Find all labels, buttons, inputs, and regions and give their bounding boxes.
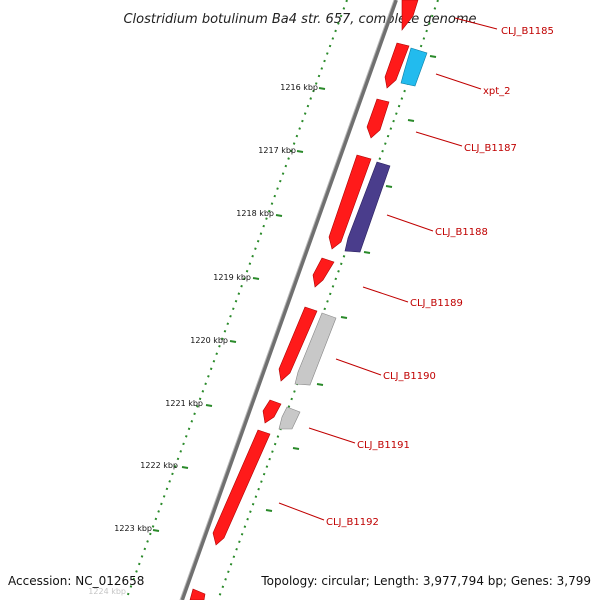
inner-tick bbox=[429, 55, 437, 58]
gene-feature-xpt-2[interactable] bbox=[400, 47, 428, 87]
kbp-label: 1218 kbp bbox=[236, 209, 274, 218]
gene-feature-clj-b1190-b[interactable] bbox=[294, 312, 337, 386]
forward-strand-genes bbox=[189, 0, 419, 600]
gene-feature-clj-b1191-b[interactable] bbox=[278, 406, 301, 430]
leader-line bbox=[335, 358, 382, 376]
kbp-tick bbox=[296, 150, 304, 153]
leader-line bbox=[362, 286, 409, 303]
kbp-tick bbox=[252, 277, 260, 280]
leader-line bbox=[386, 214, 434, 232]
map-title: Clostridium botulinum Ba4 str. 657, comp… bbox=[123, 12, 476, 27]
gene-label-clj-b1191[interactable]: CLJ_B1191 bbox=[357, 440, 410, 451]
kbp-ticks bbox=[152, 87, 326, 532]
inner-scale-ring bbox=[217, 0, 439, 600]
inner-tick bbox=[340, 316, 348, 319]
leader-line bbox=[308, 427, 356, 444]
kbp-tick bbox=[229, 340, 237, 343]
gene-feature-bottom[interactable] bbox=[189, 588, 206, 600]
reverse-strand-genes bbox=[278, 47, 428, 430]
inner-tick bbox=[265, 509, 273, 512]
kbp-label: 1221 kbp bbox=[165, 399, 203, 408]
leader-line bbox=[415, 131, 463, 147]
kbp-label: 1223 kbp bbox=[114, 524, 152, 533]
inner-tick bbox=[385, 185, 393, 188]
inner-ring-ticks bbox=[265, 55, 437, 512]
genome-backbone-highlight bbox=[179, 0, 395, 600]
kbp-label: 1222 kbp bbox=[140, 461, 178, 470]
kbp-labels: 1216 kbp 1217 kbp 1218 kbp 1219 kbp 1220… bbox=[88, 83, 318, 596]
accession-text: Accession: NC_012658 bbox=[8, 574, 145, 588]
inner-tick bbox=[363, 251, 371, 254]
leader-line bbox=[454, 17, 498, 30]
gene-feature-clj-b1191-a[interactable] bbox=[262, 399, 282, 424]
leader-line bbox=[435, 73, 482, 90]
topology-text: Topology: circular; Length: 3,977,794 bp… bbox=[261, 574, 591, 588]
leader-line bbox=[278, 502, 325, 521]
gene-feature-clj-b1187[interactable] bbox=[366, 98, 390, 139]
kbp-tick bbox=[152, 529, 160, 532]
gene-label-clj-b1190[interactable]: CLJ_B1190 bbox=[383, 371, 436, 382]
gene-label-clj-b1188[interactable]: CLJ_B1188 bbox=[435, 227, 488, 238]
gene-label-clj-b1187[interactable]: CLJ_B1187 bbox=[464, 143, 517, 154]
gene-feature-clj-b1188-b[interactable] bbox=[344, 161, 391, 253]
kbp-label: 1220 kbp bbox=[190, 336, 228, 345]
gene-feature-clj-b1188-a[interactable] bbox=[328, 154, 372, 250]
inner-tick bbox=[316, 383, 324, 386]
kbp-tick bbox=[205, 404, 213, 407]
kbp-tick bbox=[275, 214, 283, 217]
kbp-tick bbox=[318, 87, 326, 90]
inner-tick bbox=[292, 447, 300, 450]
gene-feature-clj-b1185[interactable] bbox=[401, 0, 419, 31]
inner-tick bbox=[407, 119, 415, 122]
genome-backbone bbox=[180, 0, 398, 600]
kbp-label: 1219 kbp bbox=[213, 273, 251, 282]
gene-labels: CLJ_B1185 xpt_2 CLJ_B1187 CLJ_B1188 CLJ_… bbox=[326, 26, 554, 528]
kbp-label: 1217 kbp bbox=[258, 146, 296, 155]
gene-label-clj-b1189[interactable]: CLJ_B1189 bbox=[410, 298, 463, 309]
kbp-label: 1216 kbp bbox=[280, 83, 318, 92]
gene-label-clj-b1185[interactable]: CLJ_B1185 bbox=[501, 26, 554, 37]
gene-label-clj-b1192[interactable]: CLJ_B1192 bbox=[326, 517, 379, 528]
kbp-label: 1224 kbp bbox=[88, 587, 126, 596]
kbp-tick bbox=[181, 466, 189, 469]
gene-feature-clj-b1192[interactable] bbox=[212, 429, 271, 546]
gene-feature-1186[interactable] bbox=[384, 42, 410, 89]
gene-feature-clj-b1190-a[interactable] bbox=[278, 306, 318, 382]
gene-label-xpt-2[interactable]: xpt_2 bbox=[483, 86, 511, 97]
gene-feature-clj-b1189[interactable] bbox=[312, 257, 335, 288]
label-leaders bbox=[278, 17, 498, 521]
